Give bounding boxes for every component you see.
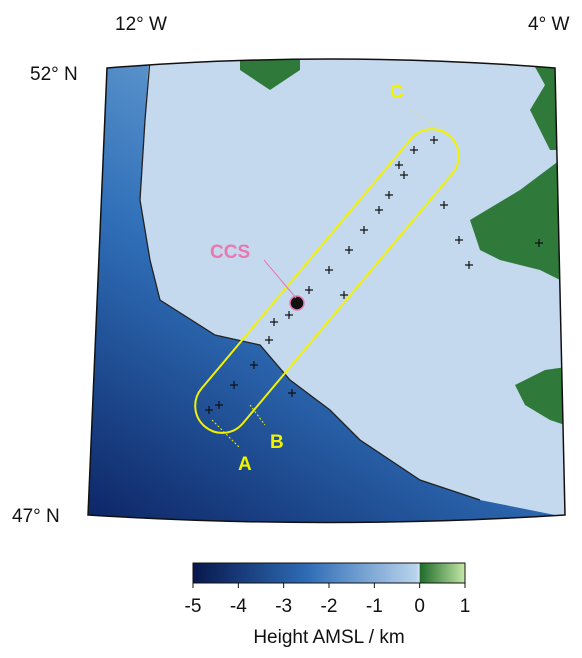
map [88,59,565,523]
colorbar-label: Height AMSL / km [253,627,404,648]
map-frame [87,58,566,524]
colorbar-tick-label: 1 [460,596,471,617]
lat-label: 52° N [30,64,78,85]
lat-label: 47° N [12,506,60,527]
lon-label: 12° W [115,14,167,35]
point-label: C [390,82,404,103]
colorbar-tick-label: -1 [366,596,383,617]
colorbar-tick-label: -2 [321,596,338,617]
colorbar-tick-label: -3 [275,596,292,617]
colorbar-tick-label: -4 [230,596,247,617]
point-label: CCS [210,242,250,263]
colorbar [192,562,466,584]
point-label: A [238,454,252,475]
flight-points [205,136,543,414]
lon-label: 4° W [528,14,569,35]
colorbar-tick-label: -5 [185,596,202,617]
colorbar-tick-label: 0 [414,596,425,617]
point-label: B [270,432,284,453]
